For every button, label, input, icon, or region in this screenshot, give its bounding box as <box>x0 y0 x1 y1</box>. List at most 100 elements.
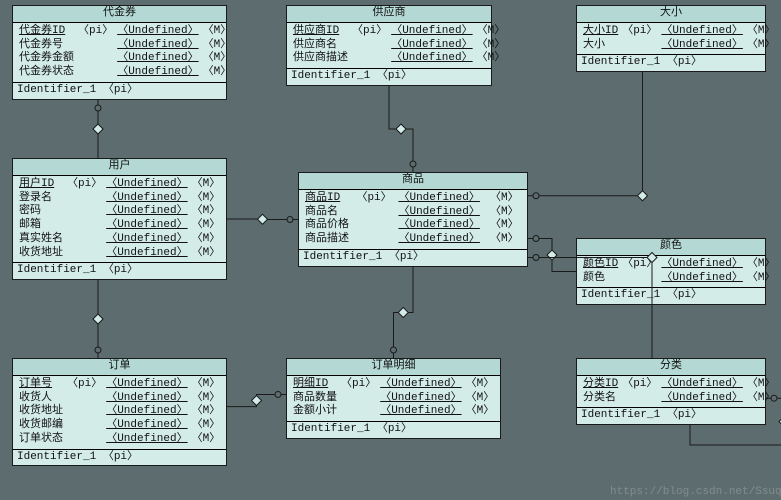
entity-attributes: 用户ID〈pi〉〈Undefined〉〈M〉登录名〈Undefined〉〈M〉密… <box>13 176 226 264</box>
attribute-name: 明细ID <box>291 378 339 392</box>
attribute-name: 金额小计 <box>291 405 339 419</box>
entity-identifier: Identifier_1 〈pi〉 <box>577 288 765 304</box>
attribute-name: 颜色 <box>581 272 620 286</box>
attribute-type: 〈Undefined〉 <box>659 272 744 286</box>
attribute-type: 〈Undefined〉 <box>104 392 189 406</box>
attribute-mandatory: 〈M〉 <box>475 25 508 39</box>
attribute-pi <box>65 219 104 233</box>
entity-orderline: 订单明细明细ID〈pi〉〈Undefined〉〈M〉商品数量〈Undefined… <box>286 358 501 439</box>
relationship-line <box>389 86 413 172</box>
attribute-name: 供应商ID <box>291 25 350 39</box>
attribute-mandatory: 〈M〉 <box>190 392 223 406</box>
entity-user: 用户用户ID〈pi〉〈Undefined〉〈M〉登录名〈Undefined〉〈M… <box>12 158 227 280</box>
attribute-pi: 〈pi〉 <box>620 378 659 392</box>
attribute-type: 〈Undefined〉 <box>389 25 474 39</box>
attribute-row: 收货人〈Undefined〉〈M〉 <box>17 392 222 406</box>
relationship-diamond <box>638 191 648 201</box>
attribute-pi: 〈pi〉 <box>65 178 104 192</box>
attribute-row: 分类ID〈pi〉〈Undefined〉〈M〉 <box>581 378 777 392</box>
entity-identifier: Identifier_1 〈pi〉 <box>287 69 491 85</box>
relationship-diamond <box>93 314 103 324</box>
attribute-pi <box>76 52 115 66</box>
attribute-type: 〈Undefined〉 <box>659 378 744 392</box>
attribute-type: 〈Undefined〉 <box>378 378 463 392</box>
cardinality-marker <box>95 347 101 353</box>
cardinality-marker <box>287 217 293 223</box>
attribute-row: 分类名〈Undefined〉〈M〉 <box>581 392 777 406</box>
attribute-type: 〈Undefined〉 <box>396 233 488 247</box>
attribute-type: 〈Undefined〉 <box>659 392 744 406</box>
attribute-name: 代金券号 <box>17 39 76 53</box>
attribute-pi <box>65 247 104 261</box>
entity-attributes: 商品ID〈pi〉〈Undefined〉〈M〉商品名〈Undefined〉〈M〉商… <box>299 190 527 250</box>
attribute-mandatory: 〈M〉 <box>201 52 234 66</box>
attribute-name: 代金券ID <box>17 25 76 39</box>
attribute-pi <box>339 392 378 406</box>
entity-size: 大小大小ID〈pi〉〈Undefined〉〈M〉大小〈Undefined〉〈M〉… <box>576 5 766 72</box>
attribute-mandatory: 〈M〉 <box>190 247 223 261</box>
entity-attributes: 颜色ID〈pi〉〈Undefined〉〈M〉颜色〈Undefined〉〈M〉 <box>577 256 765 289</box>
cardinality-marker <box>533 255 539 261</box>
attribute-type: 〈Undefined〉 <box>659 25 744 39</box>
attribute-pi <box>354 219 396 233</box>
relationship-line <box>528 72 643 196</box>
attribute-row: 收货地址〈Undefined〉〈M〉 <box>17 405 222 419</box>
attribute-row: 金额小计〈Undefined〉〈M〉 <box>291 405 496 419</box>
attribute-mandatory: 〈M〉 <box>190 178 223 192</box>
attribute-name: 代金券状态 <box>17 66 76 80</box>
attribute-type: 〈Undefined〉 <box>115 39 200 53</box>
attribute-row: 代金券ID〈pi〉〈Undefined〉〈M〉 <box>17 25 233 39</box>
attribute-pi: 〈pi〉 <box>620 25 659 39</box>
attribute-name: 真实姓名 <box>17 233 65 247</box>
entity-attributes: 订单号〈pi〉〈Undefined〉〈M〉收货人〈Undefined〉〈M〉收货… <box>13 376 226 450</box>
attribute-type: 〈Undefined〉 <box>389 52 474 66</box>
attribute-row: 真实姓名〈Undefined〉〈M〉 <box>17 233 222 247</box>
entity-identifier: Identifier_1 〈pi〉 <box>287 422 500 438</box>
attribute-row: 代金券金额〈Undefined〉〈M〉 <box>17 52 233 66</box>
attribute-mandatory: 〈M〉 <box>190 419 223 433</box>
attribute-name: 大小 <box>581 39 620 53</box>
entity-title: 订单明细 <box>287 359 500 376</box>
relationship-diamond <box>258 214 268 224</box>
attribute-type: 〈Undefined〉 <box>396 206 488 220</box>
entity-identifier: Identifier_1 〈pi〉 <box>13 263 226 279</box>
attribute-type: 〈Undefined〉 <box>115 66 200 80</box>
attribute-row: 邮箱〈Undefined〉〈M〉 <box>17 219 222 233</box>
attribute-mandatory: 〈M〉 <box>745 258 778 272</box>
attribute-type: 〈Undefined〉 <box>104 219 189 233</box>
attribute-name: 商品名 <box>303 206 354 220</box>
entity-identifier: Identifier_1 〈pi〉 <box>577 55 765 71</box>
attribute-pi <box>76 66 115 80</box>
entity-attributes: 代金券ID〈pi〉〈Undefined〉〈M〉代金券号〈Undefined〉〈M… <box>13 23 226 83</box>
attribute-type: 〈Undefined〉 <box>115 25 200 39</box>
entity-identifier: Identifier_1 〈pi〉 <box>13 450 226 466</box>
entity-attributes: 分类ID〈pi〉〈Undefined〉〈M〉分类名〈Undefined〉〈M〉 <box>577 376 765 409</box>
attribute-pi <box>350 39 389 53</box>
attribute-mandatory: 〈M〉 <box>190 205 223 219</box>
attribute-name: 大小ID <box>581 25 620 39</box>
attribute-name: 订单号 <box>17 378 65 392</box>
attribute-row: 订单号〈pi〉〈Undefined〉〈M〉 <box>17 378 222 392</box>
attribute-type: 〈Undefined〉 <box>104 405 189 419</box>
relationship-diamond <box>252 396 262 406</box>
attribute-type: 〈Undefined〉 <box>659 39 744 53</box>
attribute-mandatory: 〈M〉 <box>745 39 778 53</box>
entity-title: 颜色 <box>577 239 765 256</box>
entity-title: 大小 <box>577 6 765 23</box>
entity-title: 代金券 <box>13 6 226 23</box>
attribute-row: 供应商描述〈Undefined〉〈M〉 <box>291 52 507 66</box>
watermark: https://blog.csdn.net/Ssuq_cc <box>610 486 781 498</box>
attribute-row: 收货地址〈Undefined〉〈M〉 <box>17 247 222 261</box>
relationship-diamond <box>547 250 557 260</box>
attribute-pi: 〈pi〉 <box>339 378 378 392</box>
attribute-pi <box>76 39 115 53</box>
attribute-name: 邮箱 <box>17 219 65 233</box>
attribute-pi <box>65 233 104 247</box>
relationship-line <box>227 394 286 406</box>
attribute-pi <box>65 205 104 219</box>
attribute-name: 商品价格 <box>303 219 354 233</box>
attribute-type: 〈Undefined〉 <box>378 405 463 419</box>
attribute-name: 分类名 <box>581 392 620 406</box>
entity-title: 订单 <box>13 359 226 376</box>
attribute-name: 订单状态 <box>17 433 65 447</box>
